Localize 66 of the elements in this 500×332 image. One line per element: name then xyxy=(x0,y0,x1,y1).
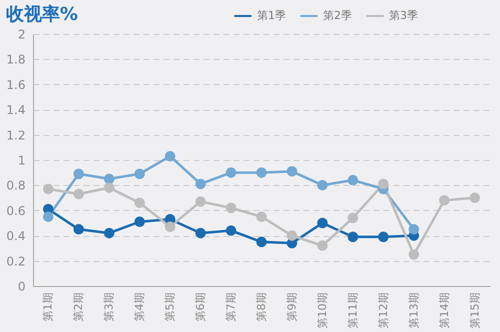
point xyxy=(104,174,114,184)
y-tick-label: 1.8 xyxy=(6,52,26,67)
x-tick-label: 第2期 xyxy=(72,292,86,322)
point xyxy=(348,174,358,186)
x-tick-label: 第5期 xyxy=(164,292,177,322)
x-tick-label: 第6期 xyxy=(194,292,208,322)
y-tick-label: 0.2 xyxy=(6,254,26,268)
y-tick-label: 0.8 xyxy=(6,178,26,193)
x-tick-label: 第1期 xyxy=(42,292,55,322)
legend-label: 第3季 xyxy=(389,9,418,22)
point xyxy=(256,211,267,222)
point xyxy=(286,166,298,177)
point xyxy=(226,225,236,236)
point xyxy=(134,168,145,180)
point xyxy=(42,184,54,194)
point xyxy=(378,178,389,190)
point xyxy=(195,196,206,207)
point xyxy=(317,180,328,190)
x-tick-label: 第4期 xyxy=(133,292,146,322)
point xyxy=(317,240,328,251)
point xyxy=(226,202,236,214)
y-tick-label: 0.4 xyxy=(6,229,26,244)
point xyxy=(439,195,450,206)
point xyxy=(104,182,114,193)
x-tick-label: 第15期 xyxy=(468,292,482,328)
point xyxy=(317,218,328,228)
y-tick-label: 1.2 xyxy=(6,128,26,142)
x-tick-label: 第13期 xyxy=(407,292,420,328)
x-tick-label: 第3期 xyxy=(102,292,116,322)
legend-label: 第2季 xyxy=(323,9,352,22)
point xyxy=(134,216,145,227)
point xyxy=(73,188,84,200)
x-tick-label: 第9期 xyxy=(285,292,298,322)
point xyxy=(408,224,420,235)
point xyxy=(42,211,54,222)
point xyxy=(256,167,267,178)
y-tick-label: 2 xyxy=(18,28,26,42)
point xyxy=(164,222,176,232)
chart-title: 收视率% xyxy=(6,4,78,25)
point xyxy=(408,249,420,260)
legend-label: 第1季 xyxy=(257,9,286,22)
point xyxy=(104,228,114,238)
x-tick-label: 第7期 xyxy=(224,292,238,322)
x-tick-label: 第12期 xyxy=(376,292,390,328)
x-tick-label: 第11期 xyxy=(346,292,360,328)
point xyxy=(134,198,145,208)
y-tick-label: 0.6 xyxy=(6,204,26,218)
x-tick-label: 第10期 xyxy=(316,292,329,328)
point xyxy=(195,228,206,238)
y-tick-label: 0 xyxy=(18,280,26,294)
y-tick-label: 1.4 xyxy=(6,103,26,118)
point xyxy=(348,232,358,242)
x-tick-label: 第14期 xyxy=(438,292,451,328)
point xyxy=(378,232,389,242)
y-tick-label: 1 xyxy=(18,154,26,168)
point xyxy=(195,178,206,190)
point xyxy=(256,236,267,248)
point xyxy=(470,192,480,204)
point xyxy=(73,168,84,180)
point xyxy=(164,150,176,162)
point xyxy=(348,212,358,224)
point xyxy=(73,224,84,235)
y-tick-label: 1.6 xyxy=(6,78,26,92)
point xyxy=(286,230,298,241)
point xyxy=(226,167,236,178)
x-tick-label: 第8期 xyxy=(255,292,268,322)
